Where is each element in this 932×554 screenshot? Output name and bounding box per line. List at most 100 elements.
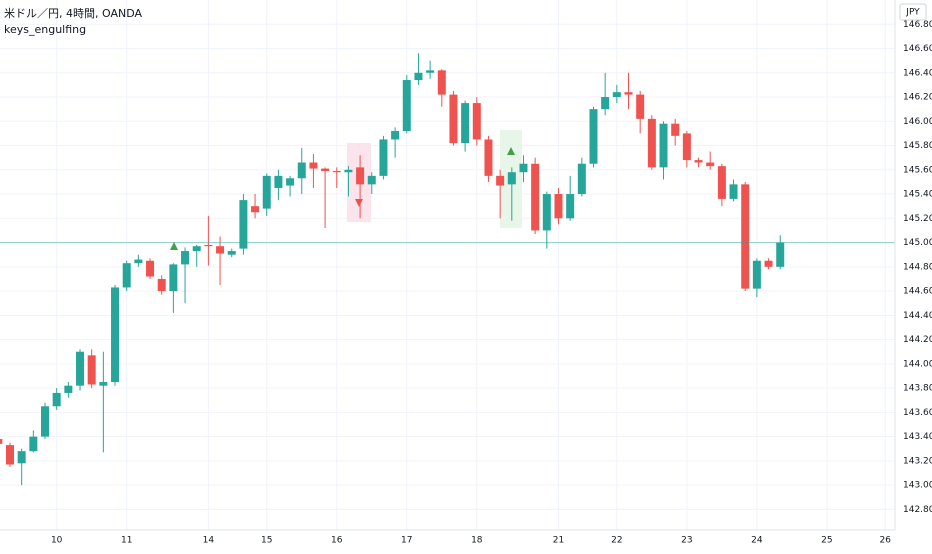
candle-body [192,246,201,252]
candle-body [484,139,493,176]
x-tick-label: 16 [331,536,343,546]
candle-body [577,163,586,195]
candle-body [76,351,85,386]
candle-body [297,162,306,179]
y-tick-label: 145.400 [903,190,932,200]
candle-body [6,445,14,465]
candle-body [507,172,516,185]
x-tick-label: 24 [751,536,763,546]
candle-body [344,169,353,173]
x-tick-label: 23 [681,536,692,546]
candle-body [402,80,411,131]
y-tick-label: 146.400 [903,68,932,78]
x-tick-label: 22 [611,536,622,546]
y-tick-label: 144.000 [903,359,932,369]
candle-body [332,171,341,173]
candle-body [449,94,458,144]
candle-body [729,184,738,199]
candle-body [752,260,761,289]
candle-body [601,97,610,110]
candle-body [134,259,143,264]
currency-label[interactable]: JPY [905,8,920,18]
candle-body [17,451,26,464]
candle-body [216,246,225,254]
candle-body [589,109,598,164]
candle-body [274,175,283,188]
candle-body [717,166,726,199]
candle-body [682,133,691,161]
candle-body [391,130,400,140]
y-tick-label: 145.800 [903,141,932,151]
y-tick-label: 146.600 [903,44,932,54]
y-tick-label: 146.000 [903,117,932,127]
candle-body [776,242,785,267]
candle-body [612,92,621,98]
axes: 142.800 143.000 143.200 143.400 143.600 143.8… [51,20,932,546]
y-tick-label: 143.000 [903,481,932,491]
y-tick-label: 144.200 [903,335,932,345]
candle-body [472,103,481,140]
candle-body [52,392,61,407]
y-tick-label: 146.800 [903,20,932,30]
candle-body [437,70,446,95]
candle-body [647,118,656,168]
candle-body [519,163,528,173]
candle-body [496,175,505,186]
y-tick-label: 144.800 [903,262,932,272]
candle-body [122,263,131,288]
candle-body [624,92,633,95]
candle-body [309,162,318,169]
chart-title: 米ドル／円, 4時間, OANDA [4,7,142,20]
x-tick-label: 26 [880,536,892,546]
candle-body [379,139,388,176]
y-tick-label: 143.600 [903,408,932,418]
y-tick-label: 145.200 [903,214,932,224]
currency-button[interactable] [899,3,927,21]
candle-body [694,160,703,163]
candle-body [29,436,38,452]
candle-body [64,385,73,393]
candle-body [262,175,271,209]
candle-body [426,70,435,73]
y-tick-label: 143.800 [903,384,932,394]
x-tick-label: 25 [821,536,832,546]
candle-body [321,168,330,172]
x-tick-label: 18 [471,536,483,546]
y-tick-label: 144.600 [903,287,932,297]
candles [0,53,895,486]
candle-body [367,175,376,185]
candle-body [181,251,190,265]
x-tick-label: 14 [203,536,215,546]
candle-body [531,163,540,231]
candle-body [414,72,423,81]
candle-body [251,206,260,213]
candle-body [111,287,120,383]
y-tick-label: 146.200 [903,93,932,103]
x-tick-label: 21 [553,536,564,546]
x-tick-label: 15 [261,536,272,546]
candle-body [659,123,668,168]
indicator-name: keys_engulfing [4,23,86,36]
candle-body [0,439,3,444]
candle-body [741,184,750,289]
bullish-marker [170,242,178,250]
candle-body [356,167,365,185]
candle-body [554,194,563,219]
x-tick-label: 11 [121,536,132,546]
candle-body [239,200,248,249]
candle-body [157,278,166,292]
y-tick-label: 142.800 [903,505,932,515]
candle-body [169,264,178,292]
candle-body [146,260,155,277]
candle-body [706,162,715,167]
y-tick-label: 145.600 [903,165,932,175]
candle-body [566,194,575,219]
y-tick-label: 143.400 [903,432,932,442]
candle-body [204,244,213,247]
candle-body [41,406,50,437]
candle-body [461,103,470,144]
bearish-marker [355,199,363,207]
y-tick-label: 145.000 [903,238,932,248]
candle-body [99,382,108,386]
